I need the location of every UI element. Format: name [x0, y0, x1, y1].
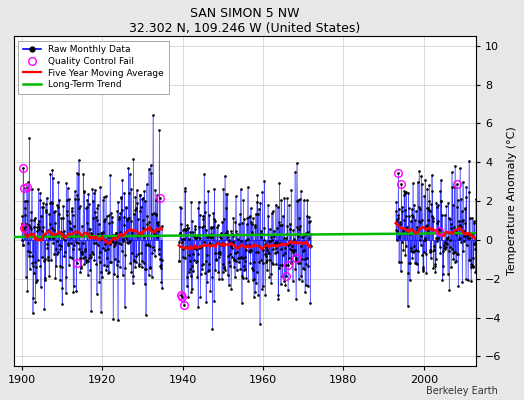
Legend: Raw Monthly Data, Quality Control Fail, Five Year Moving Average, Long-Term Tren: Raw Monthly Data, Quality Control Fail, …: [18, 41, 169, 94]
Y-axis label: Temperature Anomaly (°C): Temperature Anomaly (°C): [507, 127, 517, 276]
Title: SAN SIMON 5 NW
32.302 N, 109.246 W (United States): SAN SIMON 5 NW 32.302 N, 109.246 W (Unit…: [129, 7, 361, 35]
Text: Berkeley Earth: Berkeley Earth: [426, 386, 498, 396]
